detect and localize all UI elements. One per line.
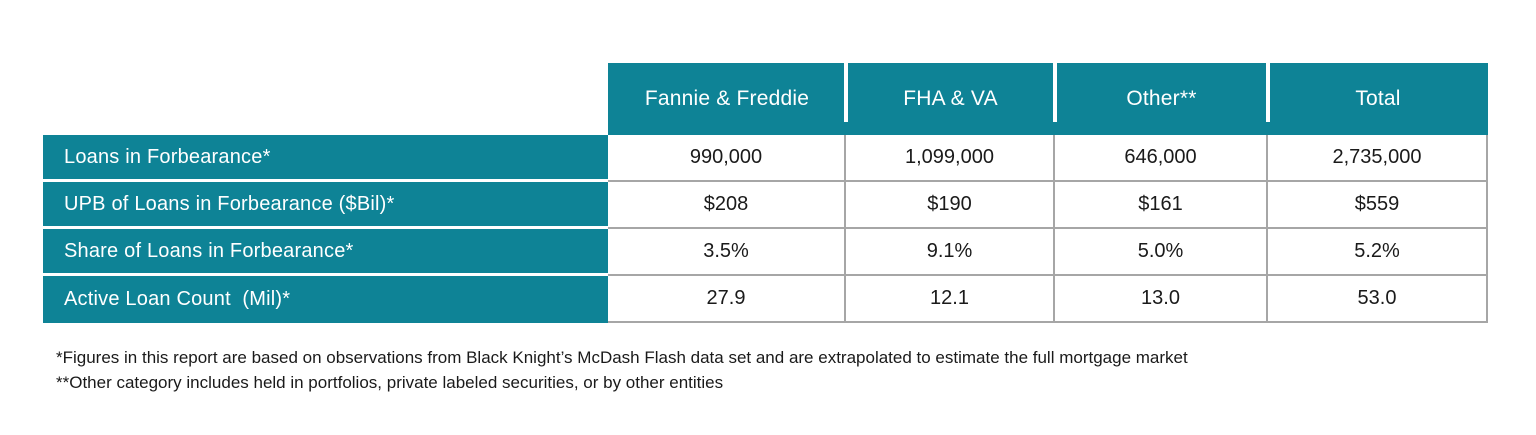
row-label-loans-in-forbearance: Loans in Forbearance* bbox=[43, 135, 608, 182]
table-row-loans-in-forbearance: Loans in Forbearance* 990,000 1,099,000 … bbox=[43, 135, 1488, 182]
table-row-active-loan-count: Active Loan Count (Mil)* 27.9 12.1 13.0 … bbox=[43, 276, 1488, 323]
forbearance-table: Fannie & Freddie FHA & VA Other** Total … bbox=[43, 63, 1488, 323]
cell-upb-fha-va: $190 bbox=[846, 182, 1055, 229]
table-corner-spacer bbox=[43, 63, 608, 135]
footnotes: *Figures in this report are based on obs… bbox=[56, 345, 1188, 395]
cell-loans-fannie-freddie: 990,000 bbox=[608, 135, 846, 182]
cell-share-fha-va: 9.1% bbox=[846, 229, 1055, 276]
cell-active-fannie-freddie: 27.9 bbox=[608, 276, 846, 323]
column-header-other: Other** bbox=[1055, 63, 1270, 135]
footnote-other-category: **Other category includes held in portfo… bbox=[56, 373, 724, 392]
cell-active-total: 53.0 bbox=[1268, 276, 1488, 323]
footnote-data-source: *Figures in this report are based on obs… bbox=[56, 348, 1188, 367]
row-label-share: Share of Loans in Forbearance* bbox=[43, 229, 608, 276]
cell-loans-total: 2,735,000 bbox=[1268, 135, 1488, 182]
column-header-total: Total bbox=[1268, 63, 1488, 135]
cell-share-other: 5.0% bbox=[1055, 229, 1268, 276]
cell-upb-total: $559 bbox=[1268, 182, 1488, 229]
cell-upb-fannie-freddie: $208 bbox=[608, 182, 846, 229]
cell-active-fha-va: 12.1 bbox=[846, 276, 1055, 323]
cell-loans-other: 646,000 bbox=[1055, 135, 1268, 182]
row-label-upb: UPB of Loans in Forbearance ($Bil)* bbox=[43, 182, 608, 229]
table-header-row: Fannie & Freddie FHA & VA Other** Total bbox=[43, 63, 1488, 135]
table-row-upb: UPB of Loans in Forbearance ($Bil)* $208… bbox=[43, 182, 1488, 229]
cell-loans-fha-va: 1,099,000 bbox=[846, 135, 1055, 182]
cell-upb-other: $161 bbox=[1055, 182, 1268, 229]
column-header-fannie-freddie: Fannie & Freddie bbox=[608, 63, 848, 135]
table-row-share: Share of Loans in Forbearance* 3.5% 9.1%… bbox=[43, 229, 1488, 276]
row-label-active-loan-count: Active Loan Count (Mil)* bbox=[43, 276, 608, 323]
cell-active-other: 13.0 bbox=[1055, 276, 1268, 323]
cell-share-fannie-freddie: 3.5% bbox=[608, 229, 846, 276]
column-header-fha-va: FHA & VA bbox=[846, 63, 1057, 135]
cell-share-total: 5.2% bbox=[1268, 229, 1488, 276]
